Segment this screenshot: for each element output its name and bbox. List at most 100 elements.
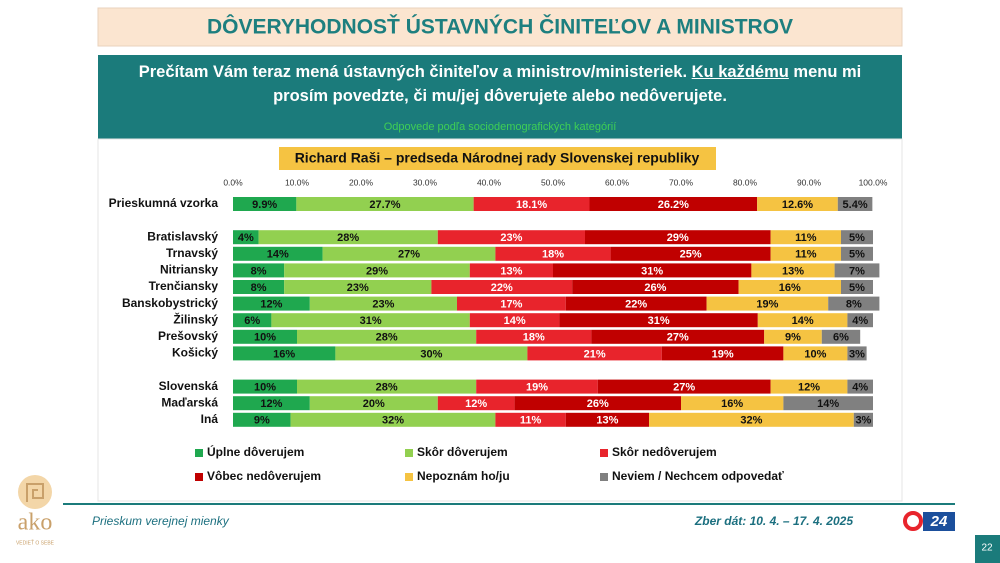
value-label: 20% <box>363 398 385 410</box>
title-box <box>97 7 903 47</box>
value-label: 17% <box>500 299 522 311</box>
bar-segment <box>821 329 861 344</box>
logo-tagline: VEDIEŤ O SEBE <box>16 538 55 546</box>
bar-segment <box>783 346 848 361</box>
category-label: Žilinský <box>173 311 218 326</box>
logo-spiral <box>26 483 44 502</box>
value-label: 27% <box>673 382 695 394</box>
legend-swatch <box>600 473 608 481</box>
value-label: 19% <box>712 348 734 360</box>
value-label: 14% <box>817 398 839 410</box>
legend-label: Nepoznám ho/ju <box>417 469 510 483</box>
badge-box <box>923 512 955 531</box>
logo: ako <box>18 510 53 536</box>
value-label: 16% <box>721 398 743 410</box>
x-tick-label: 0.0% <box>223 177 243 187</box>
bar-segment <box>309 296 457 311</box>
x-tick-label: 90.0% <box>797 177 822 187</box>
bar-segment <box>233 280 285 294</box>
x-tick-label: 20.0% <box>349 177 374 187</box>
bar-segment <box>233 313 272 328</box>
value-label: 11% <box>795 249 817 261</box>
value-label: 27% <box>398 249 420 261</box>
bar-segment <box>757 197 838 211</box>
value-label: 14% <box>267 249 289 261</box>
bar-segment <box>706 296 829 311</box>
category-label: Bratislavský <box>147 229 218 243</box>
bar-segment <box>572 280 739 294</box>
category-label: Banskobystrický <box>122 296 218 310</box>
bar-segment <box>649 412 854 427</box>
bar-segment <box>457 296 566 311</box>
category-label: Iná <box>201 412 219 426</box>
value-label: 5.4% <box>843 199 868 211</box>
question: Prečítam Vám teraz mená ústavných činite… <box>110 60 890 108</box>
bar-segment <box>495 412 566 427</box>
value-label: 28% <box>376 382 398 394</box>
badge: 24 <box>930 513 948 530</box>
badge-icon <box>903 511 923 531</box>
bar-segment <box>233 197 297 211</box>
x-tick-label: 30.0% <box>413 177 438 187</box>
bar-segment <box>495 246 611 261</box>
value-label: 14% <box>792 315 814 327</box>
bar-segment <box>610 246 771 261</box>
value-label: 22% <box>625 299 647 311</box>
bar-segment <box>469 263 553 278</box>
bar-segment <box>847 346 867 361</box>
bar-segment <box>437 396 515 411</box>
value-label: 11% <box>520 415 542 427</box>
value-label: 12.6% <box>782 199 813 211</box>
bar-segment <box>770 379 848 394</box>
question-box <box>98 55 902 139</box>
bar-segment <box>284 263 470 278</box>
value-label: 8% <box>251 265 267 277</box>
bar-segment <box>233 230 259 245</box>
value-label: 32% <box>740 415 762 427</box>
bar-segment <box>258 230 438 245</box>
bar-segment <box>764 329 822 344</box>
value-label: 29% <box>366 265 388 277</box>
value-label: 19% <box>526 382 548 394</box>
bar-segment <box>233 296 310 311</box>
bar-segment <box>585 230 771 245</box>
value-label: 9% <box>254 415 270 427</box>
bar-segment <box>437 230 585 245</box>
bar-segment <box>841 280 873 294</box>
value-label: 26.2% <box>658 199 689 211</box>
bar-segment <box>233 396 310 411</box>
bar-segment <box>233 246 323 261</box>
value-label: 7% <box>849 265 865 277</box>
value-label: 4% <box>852 315 868 327</box>
bar-segment <box>837 197 873 211</box>
value-label: 29% <box>667 232 689 244</box>
value-label: 12% <box>798 382 820 394</box>
x-tick-label: 100.0% <box>859 177 888 187</box>
bar-segment <box>681 396 784 411</box>
value-label: 8% <box>846 299 862 311</box>
footer-dates: Zber dát: 10. 4. – 17. 4. 2025 <box>694 514 853 528</box>
value-label: 31% <box>648 315 670 327</box>
value-label: 5% <box>849 282 865 294</box>
category-label: Košický <box>172 346 218 360</box>
bar-segment <box>591 329 765 344</box>
page-box <box>975 535 1000 563</box>
category-label: Maďarská <box>161 395 218 409</box>
value-label: 22% <box>491 282 513 294</box>
bar-segment <box>738 280 841 294</box>
x-tick-label: 40.0% <box>477 177 502 187</box>
value-label: 27.7% <box>369 199 400 211</box>
bar-segment <box>322 246 496 261</box>
legend-label: Skôr dôverujem <box>417 445 508 459</box>
legend-label: Skôr nedôverujem <box>612 445 717 459</box>
category-label: Nitriansky <box>160 263 218 277</box>
value-label: 4% <box>852 382 868 394</box>
value-label: 13% <box>782 265 804 277</box>
legend-label: Úplne dôverujem <box>207 444 304 459</box>
bar-segment <box>233 263 285 278</box>
value-label: 31% <box>641 265 663 277</box>
value-label: 18% <box>523 332 545 344</box>
footer-survey: Prieskum verejnej mienky <box>92 514 230 528</box>
bar-segment <box>476 329 592 344</box>
